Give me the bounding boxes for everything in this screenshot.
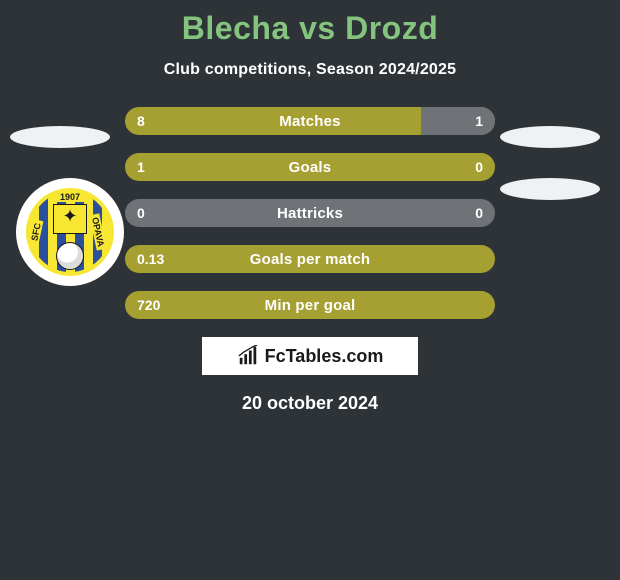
stat-row-goals: 1 Goals 0 — [125, 153, 495, 181]
stat-label: Matches — [279, 113, 340, 130]
stat-left-value: 8 — [137, 113, 145, 129]
player2-image-placeholder — [500, 126, 600, 148]
stat-label: Goals — [289, 159, 332, 176]
stat-row-hattricks: 0 Hattricks 0 — [125, 199, 495, 227]
subtitle: Club competitions, Season 2024/2025 — [0, 61, 620, 79]
stat-label: Goals per match — [250, 251, 371, 268]
stats-container: 8 Matches 1 1 Goals 0 0 Hattricks 0 0.13… — [125, 107, 495, 319]
stat-row-matches: 8 Matches 1 — [125, 107, 495, 135]
crest-ball-icon — [56, 242, 84, 270]
player1-club-crest: 1907 ✦ SFC OPAVA — [16, 178, 124, 286]
stat-row-mpg: 720 Min per goal — [125, 291, 495, 319]
stat-label: Min per goal — [265, 297, 356, 314]
stat-left-value: 720 — [137, 297, 160, 313]
stat-right-value: 1 — [475, 113, 483, 129]
crest-eagle-icon: ✦ — [62, 206, 77, 227]
stat-left-value: 1 — [137, 159, 145, 175]
page-title: Blecha vs Drozd — [0, 0, 620, 47]
stat-label: Hattricks — [277, 205, 343, 222]
stat-left-value: 0.13 — [137, 251, 164, 267]
date-text: 20 october 2024 — [0, 393, 620, 414]
stat-right-value: 0 — [475, 159, 483, 175]
stat-left-value: 0 — [137, 205, 145, 221]
stat-right-value: 0 — [475, 205, 483, 221]
bar-chart-icon — [237, 345, 259, 367]
player1-image-placeholder — [10, 126, 110, 148]
stat-bar-right — [421, 107, 495, 135]
branding-box: FcTables.com — [202, 337, 418, 375]
branding-text: FcTables.com — [265, 346, 384, 367]
crest-year: 1907 — [52, 192, 88, 202]
player2-club-placeholder — [500, 178, 600, 200]
stat-row-gpm: 0.13 Goals per match — [125, 245, 495, 273]
